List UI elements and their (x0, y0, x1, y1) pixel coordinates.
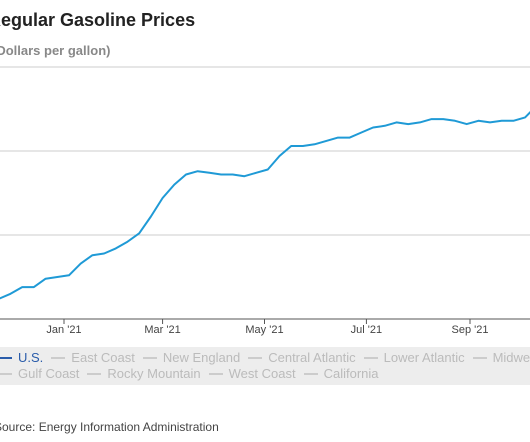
legend-swatch (303, 372, 318, 375)
legend-row-1: U.S. East Coast New England Central Atlanti… (0, 350, 530, 365)
legend-item-california[interactable]: California (303, 366, 379, 381)
legend-swatch (248, 356, 263, 359)
legend-swatch (0, 356, 12, 359)
legend-swatch (363, 356, 378, 359)
legend-label: Central Atlantic (268, 350, 356, 365)
legend-item-gulf-coast[interactable]: Gulf Coast (0, 366, 79, 381)
legend-item-central-atlantic[interactable]: Central Atlantic (248, 350, 356, 365)
legend-swatch (208, 372, 223, 375)
x-tick-label: Mar '21 (144, 324, 180, 336)
legend-label: Rocky Mountain (107, 366, 201, 381)
legend-label: California (323, 366, 379, 381)
legend-label: Midwest (492, 350, 530, 365)
legend-label: East Coast (71, 350, 135, 365)
legend-label: Gulf Coast (18, 366, 80, 381)
legend-label: West Coast (228, 366, 296, 381)
series-line-us (0, 111, 530, 300)
x-tick-label: May '21 (245, 324, 283, 336)
legend-row-2: Gulf Coast Rocky Mountain West Coast Califo… (0, 366, 387, 381)
legend: U.S. East Coast New England Central Atlanti… (0, 347, 530, 385)
legend-swatch (51, 356, 66, 359)
legend-label: New England (162, 350, 241, 365)
x-tick-label: Sep '21 (452, 324, 489, 336)
legend-swatch (87, 372, 102, 375)
legend-swatch (0, 372, 12, 375)
legend-item-midwest[interactable]: Midwest (472, 350, 530, 365)
legend-item-east-coast[interactable]: East Coast (51, 350, 135, 365)
legend-item-new-england[interactable]: New England (142, 350, 241, 365)
legend-item-u-s[interactable]: U.S. (0, 350, 43, 365)
x-tick-label: Jul '21 (351, 324, 382, 336)
legend-label: Lower Atlantic (383, 350, 465, 365)
line-chart: Jan '21 Mar '21 May '21 Jul '21 Sep '21 (0, 66, 530, 336)
chart-title: Regular Gasoline Prices (0, 10, 196, 30)
legend-item-rocky-mountain[interactable]: Rocky Mountain (87, 366, 201, 381)
chart-subtitle: (Dollars per gallon) (0, 43, 111, 58)
x-tick-label: Jan '21 (46, 324, 81, 336)
legend-swatch (142, 356, 157, 359)
legend-item-west-coast[interactable]: West Coast (208, 366, 296, 381)
legend-item-lower-atlantic[interactable]: Lower Atlantic (363, 350, 465, 365)
legend-label: U.S. (18, 350, 44, 365)
x-axis-ticks: Jan '21 Mar '21 May '21 Jul '21 Sep '21 (46, 319, 488, 336)
legend-swatch (472, 356, 487, 359)
gridlines (0, 66, 530, 320)
source-note: Source: Energy Information Administratio… (0, 420, 219, 434)
